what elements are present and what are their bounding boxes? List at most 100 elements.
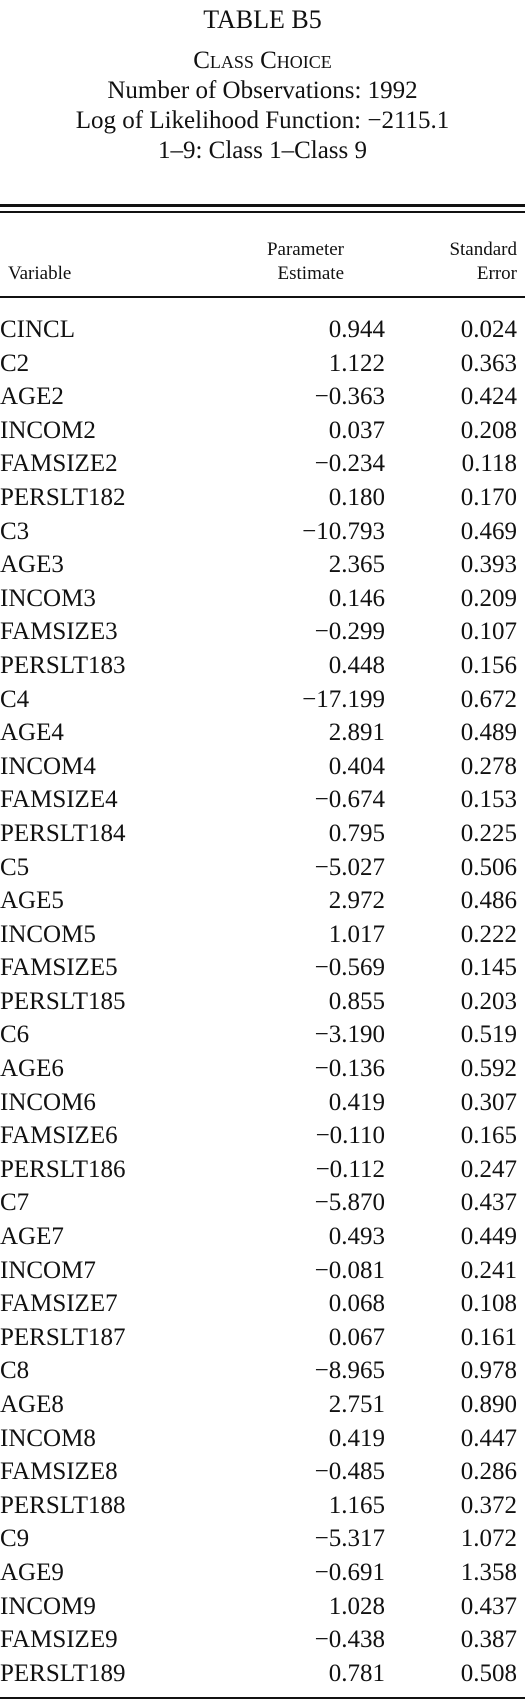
estimate-cell: −0.363 [314, 383, 385, 411]
table-row: AGE6 −0.136 0.592 [0, 1052, 525, 1086]
variable-cell: INCOM5 [0, 920, 96, 948]
header-se-line2: Error [476, 263, 517, 284]
table-row: INCOM2 0.037 0.208 [0, 414, 525, 448]
estimate-cell: 0.068 [328, 1290, 385, 1318]
standard-error-cell: 0.890 [460, 1391, 517, 1418]
variable-cell: AGE3 [0, 551, 64, 579]
estimate-cell: 0.493 [328, 1223, 385, 1251]
table-row: AGE8 2.751 0.890 [0, 1388, 525, 1422]
estimate-cell: 0.419 [328, 1424, 385, 1452]
estimate-cell: −0.674 [314, 786, 385, 814]
standard-error-cell: 0.107 [460, 618, 517, 646]
variable-cell: INCOM8 [0, 1424, 96, 1452]
variable-cell: C7 [0, 1189, 30, 1217]
estimate-cell: 0.795 [328, 819, 385, 847]
standard-error-cell: 0.108 [460, 1290, 517, 1318]
table-row: PERSLT187 0.067 0.161 [0, 1321, 525, 1355]
variable-cell: INCOM4 [0, 752, 96, 780]
table-row: C5 −5.027 0.506 [0, 851, 525, 885]
table-row: FAMSIZE7 0.068 0.108 [0, 1287, 525, 1321]
variable-cell: C2 [0, 349, 30, 377]
table-row: INCOM8 0.419 0.447 [0, 1422, 525, 1456]
standard-error-cell: 0.424 [460, 383, 517, 411]
standard-error-cell: 0.247 [460, 1155, 517, 1183]
standard-error-cell: 0.592 [460, 1055, 517, 1083]
variable-cell: C9 [0, 1525, 30, 1553]
table-row: C9 −5.317 1.072 [0, 1522, 525, 1556]
standard-error-cell: 0.447 [460, 1424, 517, 1452]
standard-error-cell: 0.363 [460, 349, 517, 377]
estimate-cell: 0.944 [328, 316, 385, 343]
variable-cell: AGE5 [0, 887, 64, 915]
variable-cell: C5 [0, 853, 30, 881]
log-likelihood-line: Log of Likelihood Function: −2115.1 [75, 107, 450, 134]
variable-cell: AGE4 [0, 719, 64, 747]
table-row: INCOM7 −0.081 0.241 [0, 1254, 525, 1288]
estimate-cell: 2.365 [328, 551, 385, 579]
table-row: AGE5 2.972 0.486 [0, 884, 525, 918]
variable-cell: AGE7 [0, 1223, 64, 1251]
standard-error-cell: 0.165 [460, 1122, 517, 1150]
standard-error-cell: 0.978 [460, 1357, 517, 1385]
estimate-cell: −5.317 [314, 1525, 385, 1553]
table-row: AGE2 −0.363 0.424 [0, 380, 525, 414]
estimate-cell: 1.017 [328, 920, 385, 948]
variable-cell: PERSLT182 [0, 483, 126, 511]
table-row: FAMSIZE6 −0.110 0.165 [0, 1119, 525, 1153]
estimate-cell: 0.180 [328, 483, 385, 511]
table-row: PERSLT188 1.165 0.372 [0, 1489, 525, 1523]
variable-cell: AGE6 [0, 1055, 64, 1083]
standard-error-cell: 0.145 [460, 954, 517, 982]
variable-cell: FAMSIZE8 [0, 1458, 118, 1486]
variable-cell: FAMSIZE4 [0, 786, 118, 814]
table-row: FAMSIZE9 −0.438 0.387 [0, 1623, 525, 1657]
table-row: AGE4 2.891 0.489 [0, 716, 525, 750]
estimate-cell: −0.234 [314, 450, 385, 478]
table-row: FAMSIZE8 −0.485 0.286 [0, 1455, 525, 1489]
variable-cell: FAMSIZE2 [0, 450, 118, 478]
table-row: PERSLT186 −0.112 0.247 [0, 1153, 525, 1187]
standard-error-cell: 0.222 [460, 920, 517, 948]
table-row: INCOM9 1.028 0.437 [0, 1590, 525, 1624]
standard-error-cell: 0.387 [460, 1626, 517, 1654]
table-row: PERSLT189 0.781 0.508 [0, 1657, 525, 1691]
estimate-cell: 1.028 [328, 1592, 385, 1620]
estimate-cell: −0.569 [314, 954, 385, 982]
header-rule [0, 296, 525, 298]
standard-error-cell: 0.519 [460, 1021, 517, 1049]
variable-cell: FAMSIZE6 [0, 1122, 118, 1150]
variable-cell: PERSLT185 [0, 987, 126, 1015]
variable-cell: PERSLT188 [0, 1491, 126, 1519]
estimate-cell: −5.027 [314, 853, 385, 881]
bottom-rule [0, 1697, 525, 1699]
estimate-cell: −0.299 [314, 618, 385, 646]
variable-cell: AGE9 [0, 1558, 64, 1586]
table-row: INCOM3 0.146 0.209 [0, 582, 525, 616]
variable-cell: CINCL [0, 316, 75, 343]
table-row: C7 −5.870 0.437 [0, 1186, 525, 1220]
variable-cell: INCOM6 [0, 1088, 96, 1116]
standard-error-cell: 0.437 [460, 1189, 517, 1217]
standard-error-cell: 0.278 [460, 752, 517, 780]
estimate-cell: −5.870 [314, 1189, 385, 1217]
table-row: FAMSIZE3 −0.299 0.107 [0, 615, 525, 649]
variable-cell: INCOM2 [0, 416, 96, 444]
header-estimate-line1: Parameter [266, 239, 344, 260]
estimate-cell: −0.691 [314, 1558, 385, 1586]
variable-cell: FAMSIZE7 [0, 1290, 118, 1318]
header-se-line1: Standard [449, 239, 517, 260]
table-row: AGE7 0.493 0.449 [0, 1220, 525, 1254]
variable-cell: FAMSIZE9 [0, 1626, 118, 1654]
estimate-cell: −17.199 [302, 685, 385, 713]
standard-error-cell: 0.209 [460, 584, 517, 612]
table-row: AGE9 −0.691 1.358 [0, 1556, 525, 1590]
variable-cell: FAMSIZE5 [0, 954, 118, 982]
table-row: AGE3 2.365 0.393 [0, 548, 525, 582]
estimate-cell: 0.855 [328, 987, 385, 1015]
standard-error-cell: 0.170 [460, 483, 517, 511]
standard-error-cell: 0.508 [460, 1659, 517, 1687]
table-row: INCOM5 1.017 0.222 [0, 918, 525, 952]
standard-error-cell: 0.118 [461, 450, 517, 478]
estimate-cell: 0.067 [328, 1323, 385, 1351]
